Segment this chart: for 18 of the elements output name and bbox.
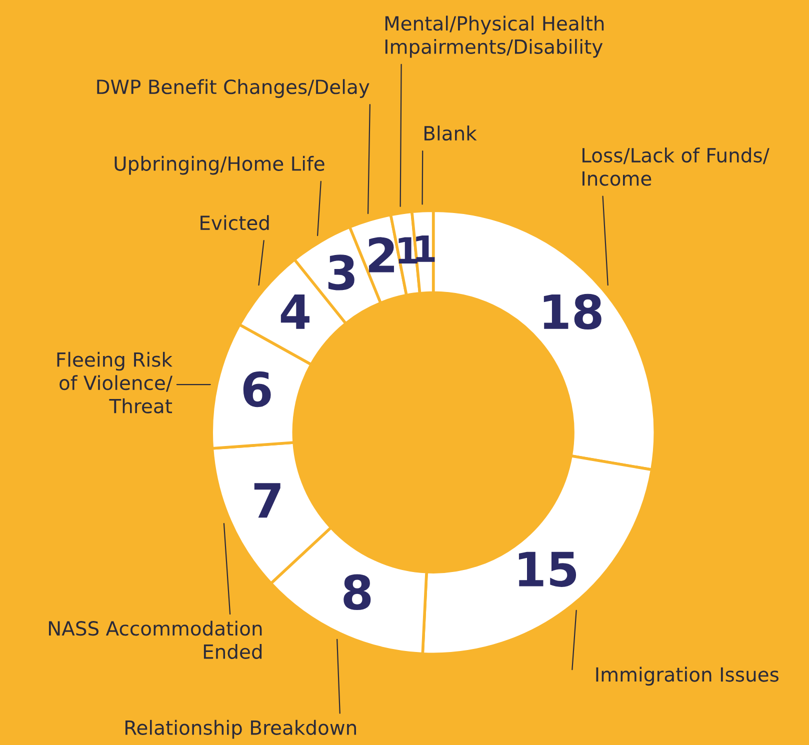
slice-label: Fleeing Risk of Violence/ Threat — [57, 352, 172, 414]
data-label: 18 — [544, 294, 602, 330]
slice-label: Relationship Breakdown — [125, 720, 356, 739]
slice-label: DWP Benefit Changes/Delay — [97, 79, 370, 98]
slice-label: Upbringing/Home Life — [114, 156, 324, 175]
data-label: 8 — [344, 574, 371, 610]
data-label: 6 — [243, 371, 271, 408]
slice-label: Mental/Physical Health Impairments/Disability — [385, 16, 604, 58]
data-label: 15 — [518, 552, 576, 587]
data-label: 7 — [254, 483, 280, 518]
slice-label: Evicted — [200, 215, 269, 230]
slice-label: Immigration Issues — [596, 666, 778, 686]
slice-label: Blank — [424, 126, 477, 141]
data-label: 2 — [368, 237, 394, 272]
slice-label: NASS Accommodation Ended — [48, 620, 262, 659]
slice-label: Loss/Lack of Funds/ Income — [582, 148, 770, 186]
data-label: 4 — [280, 294, 310, 329]
data-label: 3 — [328, 254, 354, 290]
